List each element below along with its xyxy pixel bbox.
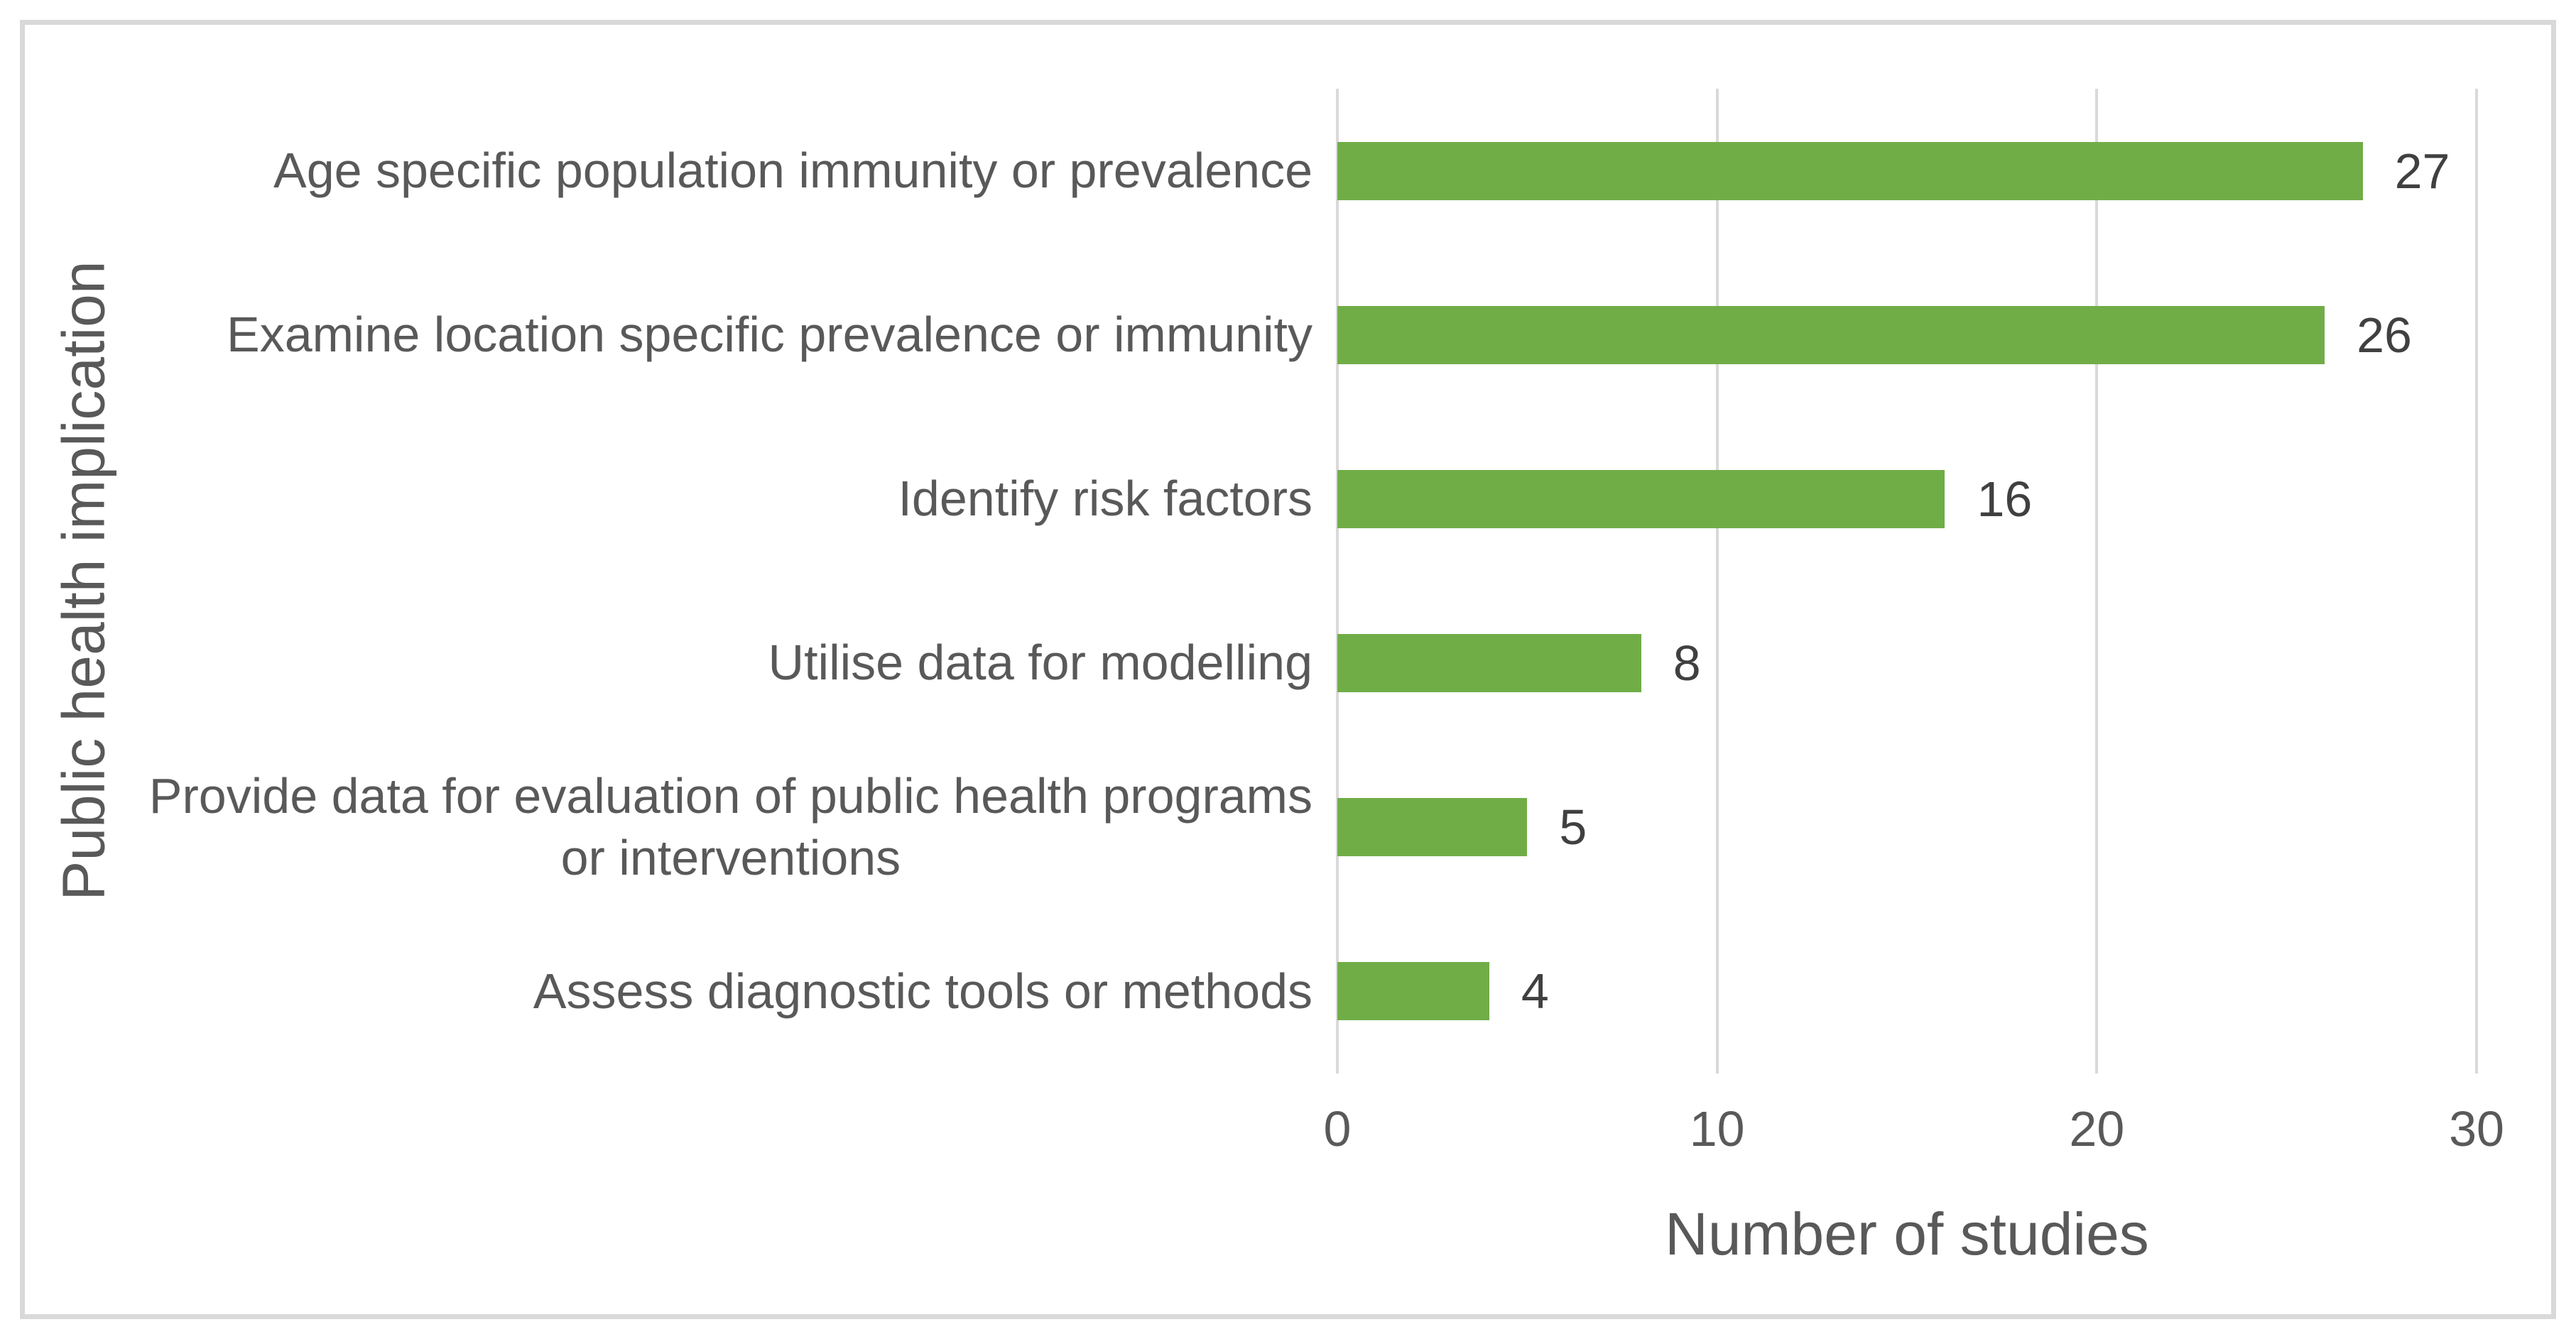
bar-data-label: 5 [1559, 799, 1587, 856]
bar-data-label: 27 [2394, 143, 2450, 199]
plot-area: 27 26 16 8 5 4 [1336, 89, 2478, 1073]
category-label: Provide data for evaluation of public he… [148, 767, 1313, 886]
bar-row: 16 [1337, 417, 2477, 581]
bar [1337, 141, 2363, 200]
gridline-30 [2475, 89, 2478, 1073]
category-label: Utilise data for modelling [768, 635, 1313, 691]
category-label: Examine location specific prevalence or … [227, 307, 1313, 362]
bar [1337, 798, 1528, 857]
category-row: Assess diagnostic tools or methods [43, 909, 1313, 1073]
bar [1337, 962, 1489, 1021]
x-tick-label: 20 [2069, 1101, 2125, 1157]
bar-row: 5 [1337, 745, 2477, 909]
bar-data-label: 4 [1521, 963, 1549, 1020]
category-row: Utilise data for modelling [43, 581, 1313, 745]
x-axis-title: Number of studies [1665, 1201, 2149, 1267]
bar-row: 8 [1337, 581, 2477, 745]
category-axis-labels: Age specific population immunity or prev… [43, 89, 1313, 1073]
bar [1337, 469, 1945, 528]
category-row: Provide data for evaluation of public he… [43, 745, 1313, 909]
x-tick-label: 0 [1323, 1101, 1352, 1157]
gridline-10 [1715, 89, 1719, 1073]
bars-container: 27 26 16 8 5 4 [1337, 89, 2477, 1073]
bar-data-label: 26 [2357, 307, 2412, 363]
bar-row: 4 [1337, 909, 2477, 1073]
category-label: Age specific population immunity or prev… [273, 142, 1313, 198]
category-row: Examine location specific prevalence or … [43, 253, 1313, 417]
x-tick-label: 30 [2449, 1101, 2504, 1157]
bar-row: 27 [1337, 89, 2477, 253]
x-axis-ticks: 0 10 20 30 [1324, 1100, 2504, 1171]
bar-row: 26 [1337, 253, 2477, 417]
category-row: Identify risk factors [43, 417, 1313, 581]
gridline-20 [2095, 89, 2099, 1073]
x-tick-label: 10 [1689, 1101, 1745, 1157]
category-label: Identify risk factors [898, 471, 1313, 527]
chart-border-frame [20, 20, 2556, 1319]
bar [1337, 305, 2325, 364]
category-label: Assess diagnostic tools or methods [533, 963, 1313, 1019]
bar [1337, 634, 1641, 693]
bar-data-label: 16 [1977, 471, 2033, 527]
category-row: Age specific population immunity or prev… [43, 89, 1313, 253]
gridline-0 [1336, 89, 1339, 1073]
bar-data-label: 8 [1673, 635, 1701, 692]
